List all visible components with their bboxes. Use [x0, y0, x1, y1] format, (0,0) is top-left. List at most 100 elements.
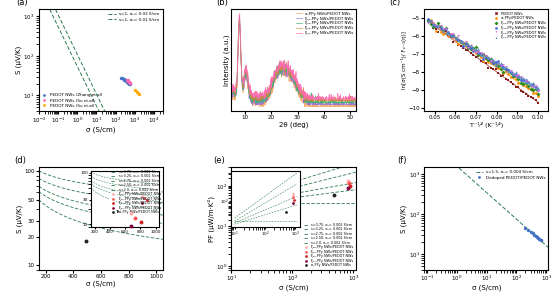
- ξ₀₂-PPy NWs/PEDOT NWs: [228, 91, 235, 95]
- Point: [471, 49, 480, 54]
- Point: [521, 225, 530, 230]
- ξ₀₂-PPy NWs/PEDOT NWs: [322, 102, 329, 105]
- Point: [489, 58, 497, 62]
- Point: [479, 52, 488, 56]
- Point: [514, 76, 522, 81]
- Point: [442, 30, 450, 35]
- Point: [444, 31, 453, 36]
- Point: [489, 66, 497, 71]
- Point: [526, 83, 535, 88]
- Point: [122, 79, 131, 84]
- Point: [466, 46, 475, 51]
- Point: [459, 43, 468, 48]
- Point: [506, 69, 515, 74]
- Line: ξ₀₇-PPy NWs/PEDOT NWs: ξ₀₇-PPy NWs/PEDOT NWs: [232, 14, 356, 99]
- Point: [528, 231, 537, 236]
- Point: [427, 19, 435, 24]
- Point: [499, 63, 507, 68]
- Text: (d): (d): [14, 156, 26, 165]
- Point: [534, 236, 543, 241]
- Point: [132, 90, 141, 95]
- Point: [511, 70, 520, 75]
- Point: [526, 87, 535, 92]
- ξ₀₃-PPy NWs/PEDOT NWs: [228, 92, 235, 96]
- Point: [122, 79, 131, 84]
- α-PPy NWs/PEDOT NWs: [302, 100, 309, 104]
- Y-axis label: S (μV/K): S (μV/K): [16, 46, 22, 74]
- Point: [429, 21, 438, 25]
- Point: [504, 68, 512, 73]
- ξ₀₂-PPy NWs/PEDOT NWs: [311, 100, 318, 104]
- ξ₀₇-PPy NWs/PEDOT NWs: [322, 97, 329, 101]
- Point: [123, 79, 132, 84]
- Point: [449, 34, 458, 39]
- Point: [509, 82, 517, 86]
- Text: (a): (a): [17, 0, 28, 7]
- Point: [437, 30, 445, 35]
- Point: [479, 60, 488, 65]
- Point: [124, 80, 133, 85]
- Point: [521, 78, 530, 82]
- Point: [534, 86, 542, 91]
- Point: [427, 18, 435, 23]
- Point: [474, 47, 483, 52]
- Point: [479, 58, 488, 63]
- Point: [452, 36, 460, 41]
- Point: [524, 94, 532, 99]
- Point: [466, 42, 475, 47]
- Line: α-PPy NWs/PEDOT NWs: α-PPy NWs/PEDOT NWs: [232, 20, 356, 107]
- Point: [514, 81, 522, 85]
- Point: [531, 234, 540, 238]
- Point: [449, 33, 458, 38]
- Point: [531, 84, 540, 89]
- Point: [461, 42, 470, 46]
- Point: [484, 55, 493, 60]
- Point: [447, 33, 455, 38]
- ξ₀₂-PPy NWs/PEDOT NWs: [302, 100, 309, 103]
- Point: [529, 84, 537, 89]
- Point: [454, 37, 463, 42]
- Point: [442, 31, 450, 36]
- Point: [521, 79, 530, 84]
- ξ₀₇-PPy NWs/PEDOT NWs: [352, 97, 359, 101]
- Point: [464, 41, 473, 46]
- Point: [459, 45, 468, 50]
- Point: [444, 34, 453, 39]
- Point: [122, 79, 131, 84]
- Point: [434, 30, 443, 35]
- ξ₀₅-PPy NWs/PEDOT NWs: [228, 85, 235, 89]
- Point: [429, 24, 438, 29]
- Point: [124, 79, 133, 84]
- Text: (c): (c): [389, 0, 401, 7]
- Point: [429, 21, 438, 26]
- Point: [531, 91, 540, 96]
- Point: [454, 43, 463, 48]
- α-PPy NWs/PEDOT NWs: [236, 18, 243, 22]
- Legend: s=3.75, σ₀= 0.002 S/cm, s=3.25, σ₀= 0.002 S/cm, s=2.75, σ₀= 0.002 S/cm, s=2.50, : s=3.75, σ₀= 0.002 S/cm, s=3.25, σ₀= 0.00…: [303, 222, 354, 268]
- Point: [119, 77, 128, 82]
- Point: [504, 67, 512, 72]
- ξ₀₅-PPy NWs/PEDOT NWs: [302, 94, 309, 98]
- Point: [506, 71, 515, 76]
- Point: [529, 88, 537, 93]
- Point: [81, 239, 90, 244]
- Y-axis label: S (μV/K): S (μV/K): [401, 205, 407, 233]
- Point: [444, 33, 453, 38]
- Point: [442, 27, 450, 32]
- ξ₀₂-PPy NWs/PEDOT NWs: [253, 103, 260, 107]
- Point: [491, 67, 500, 72]
- ξ₀₃-PPy NWs/PEDOT NWs: [311, 101, 318, 104]
- Point: [437, 23, 445, 28]
- Line: ξ₀₅-PPy NWs/PEDOT NWs: ξ₀₅-PPy NWs/PEDOT NWs: [232, 19, 356, 101]
- Point: [118, 76, 127, 81]
- Point: [514, 73, 522, 78]
- Point: [469, 45, 478, 50]
- ξ₀₂-PPy NWs/PEDOT NWs: [352, 103, 359, 107]
- Point: [531, 98, 540, 103]
- Point: [476, 58, 485, 63]
- Point: [521, 79, 530, 84]
- Point: [474, 51, 483, 55]
- Point: [494, 60, 502, 65]
- α-PPy NWs/PEDOT NWs: [322, 105, 329, 108]
- Point: [496, 63, 505, 68]
